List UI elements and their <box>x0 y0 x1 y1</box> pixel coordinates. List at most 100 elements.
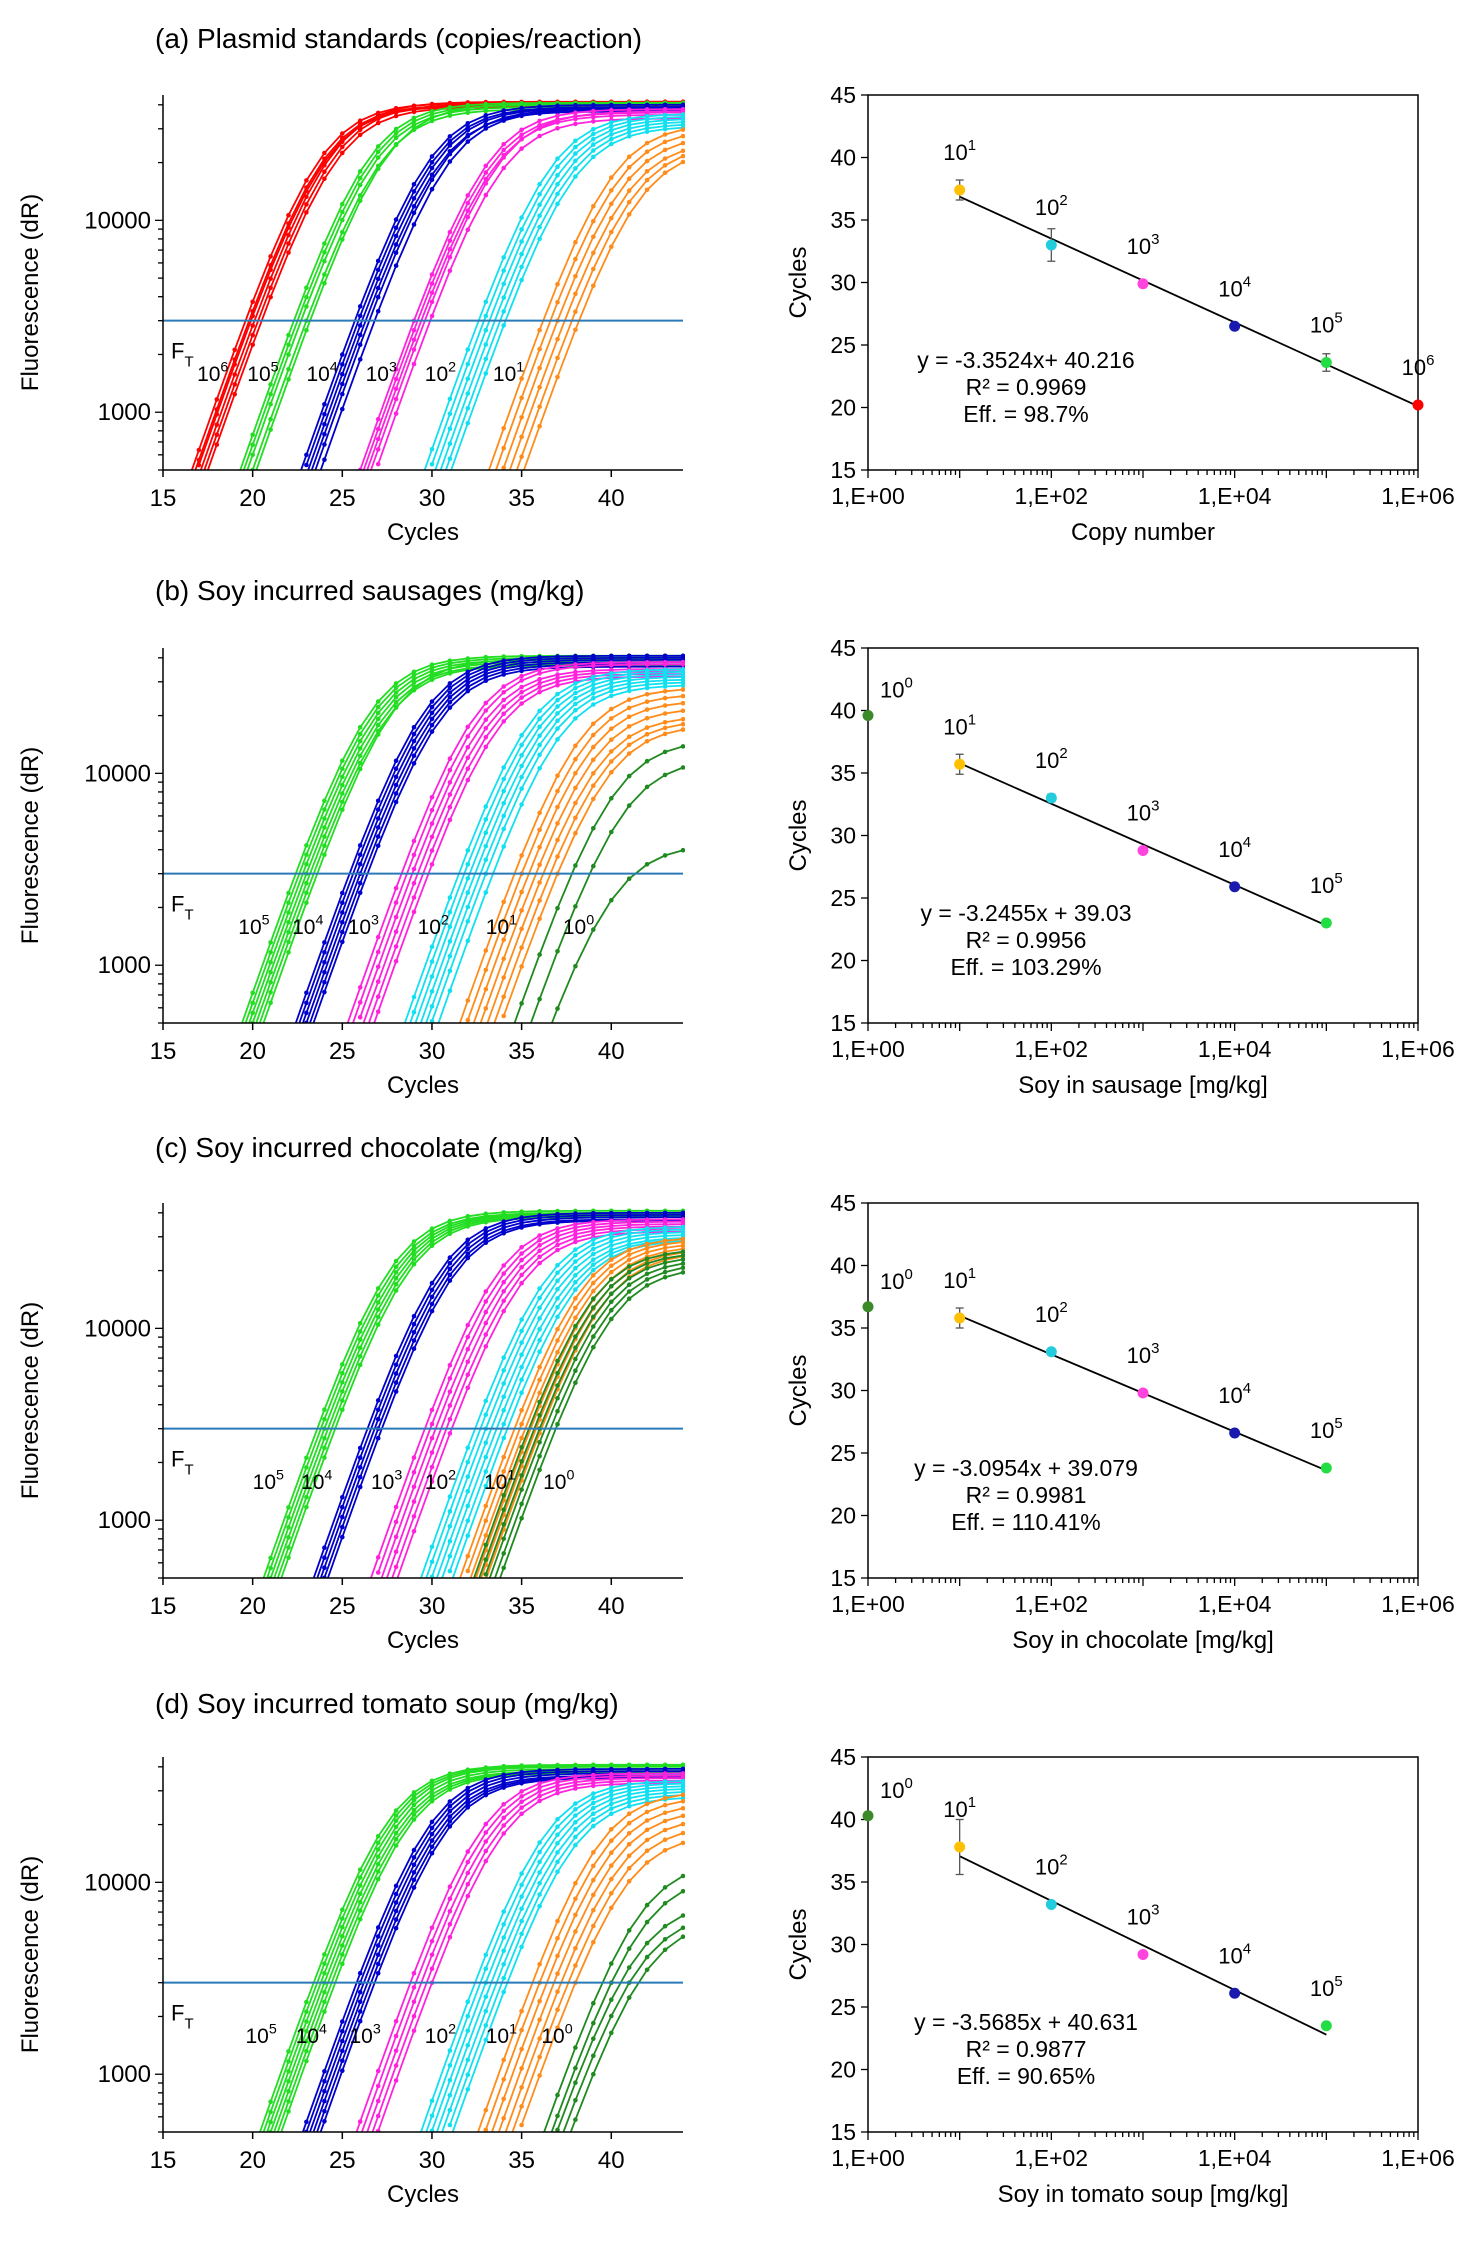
point-label-base: 10 <box>1218 1383 1242 1408</box>
curve-marker <box>591 111 596 117</box>
curve-marker <box>447 1921 453 1927</box>
curve-marker <box>411 1239 417 1244</box>
curve-marker <box>555 1971 560 1976</box>
curve-line <box>305 106 684 466</box>
curve-marker <box>555 1918 560 1924</box>
curve-marker <box>250 299 255 305</box>
point-label-exp: 6 <box>1426 352 1434 369</box>
curve-marker <box>322 457 327 463</box>
curve-marker <box>519 264 524 270</box>
curve-marker <box>429 1236 435 1241</box>
curve-marker <box>573 114 578 119</box>
curve-marker <box>555 1233 560 1239</box>
curve-marker <box>519 1501 524 1507</box>
point-marker <box>862 1810 874 1822</box>
curve-marker <box>609 113 614 119</box>
y-axis-label: Fluorescence (dR) <box>17 747 44 944</box>
curve-marker <box>537 133 542 139</box>
curve-marker <box>411 126 417 131</box>
curve-marker <box>573 743 578 749</box>
y-tick-label: 15 <box>830 457 856 483</box>
curve-marker <box>501 1785 507 1790</box>
curve-line <box>522 161 684 470</box>
point-label: 104 <box>1218 1940 1251 1968</box>
curve-marker <box>591 1267 596 1273</box>
curve-marker <box>375 699 381 704</box>
curve-marker <box>465 2043 471 2048</box>
curve-marker <box>340 131 345 136</box>
curve-marker <box>483 1830 489 1835</box>
curve-marker <box>644 1261 650 1266</box>
curve-marker <box>609 1789 614 1794</box>
curve-group-label-exp: 0 <box>586 913 594 929</box>
curve-marker <box>555 1349 560 1355</box>
curve-marker <box>644 1235 650 1240</box>
curve-marker <box>501 975 507 980</box>
curve-marker <box>465 406 471 411</box>
curve-marker <box>429 716 435 722</box>
curve-marker <box>411 1314 417 1319</box>
curve-marker <box>322 1999 327 2005</box>
curve-marker <box>573 1235 578 1241</box>
curve-marker <box>322 834 327 839</box>
curve-marker <box>465 676 471 682</box>
curve-line <box>385 1225 684 1578</box>
curve-group-label-exp: 3 <box>394 1468 402 1484</box>
curve-marker <box>609 127 614 133</box>
curve-marker <box>411 1469 417 1475</box>
curve-marker <box>393 1549 399 1555</box>
curve-marker <box>447 411 453 417</box>
curve-marker <box>375 2113 381 2119</box>
curve-marker <box>555 1226 560 1231</box>
curve-marker <box>465 688 471 694</box>
curve-marker <box>393 959 399 964</box>
curve-marker <box>447 1266 453 1272</box>
amplification-curve <box>419 1224 685 1578</box>
curve-marker <box>304 843 309 848</box>
curve-marker <box>429 299 435 305</box>
curve-group-label-exp: 5 <box>271 360 279 376</box>
curve-marker <box>268 1555 273 1561</box>
curve-marker <box>573 144 578 150</box>
curve-marker <box>609 1231 614 1237</box>
curve-marker <box>393 885 399 891</box>
curve-marker <box>375 1435 381 1441</box>
curve-marker <box>662 684 668 689</box>
standard-curve-plot: 1,E+00 1,E+02 1,E+04 1,E+0615202530354045So… <box>785 1190 1455 1654</box>
curve-marker <box>537 192 542 197</box>
amplification-curve <box>478 1253 685 1578</box>
data-point: 105 <box>1310 1415 1343 1474</box>
curve-marker <box>501 704 507 709</box>
curve-marker <box>555 675 560 681</box>
curve-marker <box>680 153 685 159</box>
curve-marker <box>626 1795 632 1801</box>
curve-marker <box>483 1542 489 1548</box>
curve-marker <box>519 434 524 440</box>
point-label-base: 10 <box>880 1778 904 1803</box>
curve-marker <box>555 109 560 115</box>
curve-marker <box>411 1346 417 1351</box>
curve-marker <box>501 1922 507 1927</box>
curve-marker <box>393 126 399 132</box>
curve-marker <box>501 118 507 123</box>
data-point: 103 <box>1127 231 1159 290</box>
amplification-curve <box>439 119 685 470</box>
curve-marker <box>555 1422 560 1427</box>
curve-marker <box>465 1334 471 1340</box>
curve-line <box>262 1209 683 1578</box>
curve-marker <box>501 899 507 905</box>
y-axis-label: Cycles <box>785 1908 812 1980</box>
curve-marker <box>429 677 435 682</box>
curve-marker <box>375 807 381 812</box>
curve-marker <box>465 1322 471 1328</box>
curve-marker <box>573 1963 578 1968</box>
curve-marker <box>429 974 435 979</box>
curve-marker <box>268 2109 273 2115</box>
curve-marker <box>393 700 399 705</box>
curve-marker <box>501 956 507 961</box>
curve-marker <box>609 1806 614 1811</box>
curve-marker <box>573 1305 578 1311</box>
curve-marker <box>447 1809 453 1814</box>
curve-marker <box>483 1344 489 1349</box>
curve-marker <box>573 2045 578 2050</box>
